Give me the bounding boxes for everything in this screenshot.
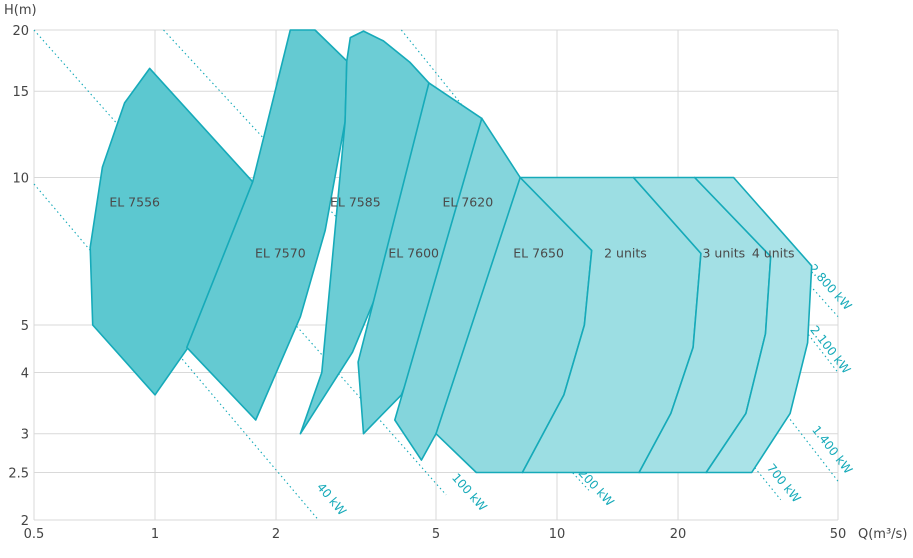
x-tick-label: 2 <box>272 527 280 542</box>
region-label: EL 7620 <box>443 194 494 209</box>
region-label: EL 7556 <box>109 194 160 209</box>
x-tick-label: 50 <box>830 527 847 542</box>
x-axis-title: Q(m³/s) <box>858 527 907 542</box>
region-label: 2 units <box>604 245 647 260</box>
x-tick-label: 1 <box>151 527 159 542</box>
power-line <box>33 183 319 521</box>
y-tick-label: 15 <box>12 85 29 100</box>
y-tick-label: 10 <box>12 172 29 187</box>
region-label: EL 7585 <box>330 194 381 209</box>
region-label: 4 units <box>752 245 795 260</box>
pump-region <box>299 30 430 435</box>
x-tick-label: 10 <box>549 527 566 542</box>
x-tick-label: 5 <box>432 527 440 542</box>
x-tick-label: 20 <box>670 527 687 542</box>
x-tick-label: 0.5 <box>24 527 45 542</box>
power-line-label: 2.100 kW <box>807 323 853 377</box>
pump-region <box>693 176 813 474</box>
region-label: EL 7600 <box>388 245 439 260</box>
power-line-label: 2.800 kW <box>806 261 855 313</box>
y-axis-title: H(m) <box>4 3 37 18</box>
power-line-label: 1.400 kW <box>809 423 855 477</box>
region-label: 3 units <box>702 245 745 260</box>
pump-region <box>89 67 254 396</box>
y-tick-label: 20 <box>12 24 29 39</box>
region-label: EL 7650 <box>513 245 564 260</box>
y-tick-label: 3 <box>21 428 29 443</box>
pump-regions: EL 7556 EL 7570 EL 7585 EL 7600 EL 7620 EL 76… <box>89 29 813 474</box>
region-label: EL 7570 <box>255 245 306 260</box>
y-tick-label: 2 <box>21 514 29 529</box>
power-line-label: 40 kW <box>314 480 349 518</box>
y-tick-label: 5 <box>21 319 29 334</box>
power-line-label: 100 kW <box>449 471 490 514</box>
tick-labels: 0.5 1 2 5 10 20 50 2 2.5 3 4 5 10 15 20 <box>8 24 846 542</box>
y-tick-label: 2.5 <box>8 467 29 482</box>
y-tick-label: 4 <box>21 366 29 381</box>
power-line-label: 700 kW <box>764 461 804 505</box>
